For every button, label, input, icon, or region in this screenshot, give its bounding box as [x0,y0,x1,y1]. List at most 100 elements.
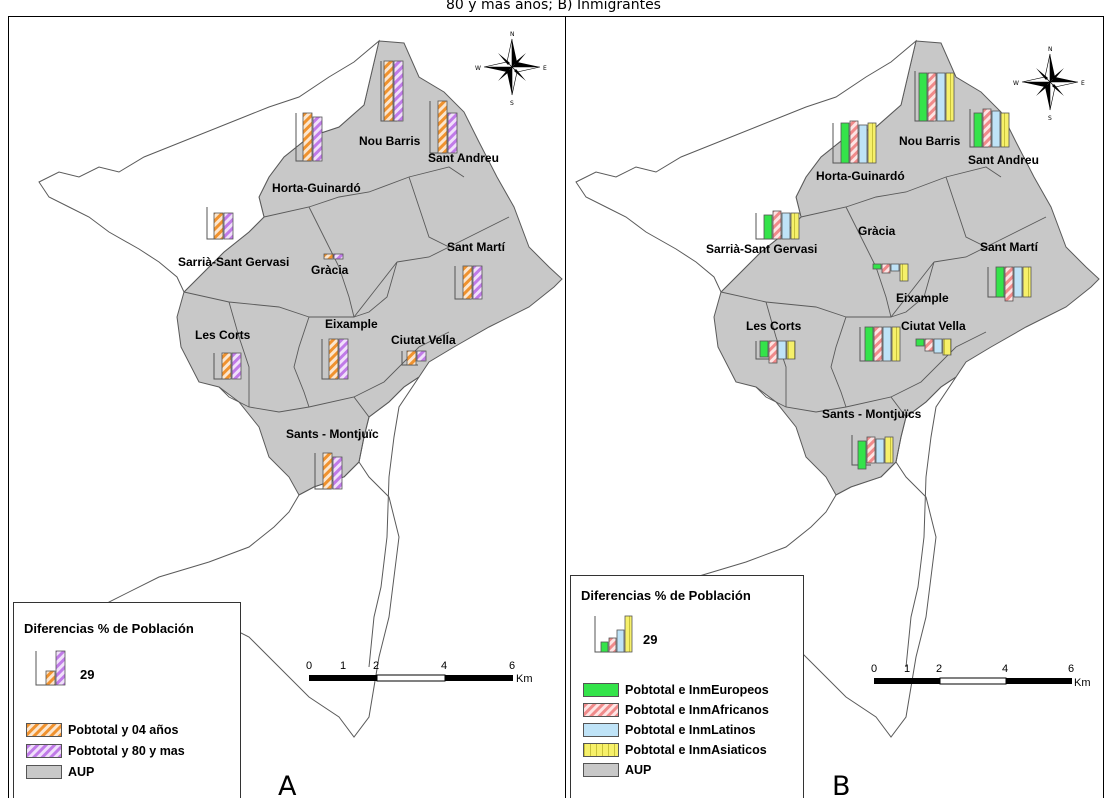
figure-caption: 80 y más años; B) Inmigrantes [446,0,661,13]
bar-chart-sant-andreu [969,108,1010,148]
district-label-sant-marti: Sant Martí [980,240,1039,254]
east-label: E [543,65,547,72]
bar-80-eixample [338,338,349,380]
bar-chart-ciutat-vella [401,350,427,366]
district-label-ciutat-vella: Ciutat Vella [901,319,966,333]
legend-label-aup: AUP [625,763,652,777]
bar-04-sants [322,452,333,490]
legend-item-04: Pobtotal y 04 años [26,721,178,739]
bar-chart-nou-barris [380,60,404,122]
bar-chart-sarria-sant-gervasi [206,207,234,240]
bar-04-sant-marti [462,265,473,300]
district-label-horta-guinardo: Horta-Guinardó [816,169,905,183]
bar-europeos-sants [857,440,867,470]
district-label-sant-andreu: Sant Andreu [968,153,1039,167]
bar-africanos-sarria [772,210,782,240]
legend-item-aup: AUP [583,761,651,779]
scale-tick-2: 2 [936,663,942,675]
bar-asiaticos-nou-barris [945,72,955,122]
bar-chart-sarria-sant-gervasi [755,210,800,240]
west-label: W [1013,80,1019,87]
east-label: E [1081,80,1085,87]
legend-label-europeos: Pobtotal e InmEuropeos [625,683,769,697]
district-label-nou-barris: Nou Barris [359,134,421,148]
district-label-sants-montjuic: Sants - Montjuïc [286,427,379,441]
scale-tick-2: 2 [373,660,379,672]
bar-asiaticos-sarria [790,212,800,240]
legend-label-80: Pobtotal y 80 y mas [68,744,185,758]
bar-africanos-les-corts [768,340,778,364]
legend-item-europeos: Pobtotal e InmEuropeos [583,681,769,699]
legend-label-aup: AUP [68,765,95,779]
bar-chart-gracia [323,253,344,260]
bar-04-nou-barris [383,60,394,122]
scale-tick-6: 6 [1068,663,1074,675]
bar-europeos-nou-barris [918,72,928,122]
legend: Diferencias % de Población 29 Pobtotal y… [13,602,241,798]
bar-04-eixample [328,338,339,380]
swatch-red-hatch [583,703,619,717]
bar-80-sant-andreu [447,112,458,154]
swatch-grey [583,763,619,777]
bar-europeos-sarria [763,214,773,240]
bar-africanos-nou-barris [927,72,937,122]
district-label-sant-marti: Sant Martí [447,240,506,254]
swatch-orange-hatch [26,723,62,737]
bar-latinos-nou-barris [936,72,946,122]
bar-04-gracia [323,253,334,260]
bar-africanos-sant-andreu [982,108,992,148]
bar-chart-sants-montjuics [851,435,894,470]
bar-chart-sant-marti [454,265,483,300]
bar-80-sarria [223,212,234,240]
bar-africanos-horta [849,120,859,164]
district-label-nou-barris: Nou Barris [899,134,961,148]
swatch-grey [26,765,62,779]
legend-sample-value: 29 [80,667,95,682]
district-label-sant-andreu: Sant Andreu [428,151,499,165]
bar-asiaticos-horta [867,122,877,164]
panel-letter-a: A [278,771,297,798]
scale-tick-4: 4 [1002,663,1008,675]
bar-europeos-ciutat-vella [915,338,925,347]
bar-asiaticos-ciutat-vella [942,338,952,356]
bar-asiaticos-eixample [891,326,901,362]
bar-04-ciutat-vella [406,350,417,366]
bar-04-horta-guinardo [302,112,313,162]
city-outline [38,39,563,738]
legend-sample-value: 29 [643,632,658,647]
bar-latinos-horta [858,124,868,164]
legend: Diferencias % de Población 29 Pobtotal e… [570,575,804,798]
legend-item-aup: AUP [26,763,94,781]
bar-africanos-sants [866,436,876,464]
bar-80-les-corts [231,352,242,380]
scale-bar: 0 1 2 4 6 Km [871,663,1091,689]
map-a: Nou Barris Sant Andreu Horta-Guinardó Sa… [38,31,563,738]
scale-tick-0: 0 [306,660,312,672]
legend-sample-bar-asiaticos [624,615,633,653]
bar-asiaticos-sant-andreu [1000,112,1010,148]
scale-bar: 0 1 2 4 6 Km [306,660,533,685]
legend-sample-bar-latinos [616,629,625,653]
legend-label-latinos: Pobtotal e InmLatinos [625,723,756,737]
legend-sample-bar-80 [55,650,66,686]
bar-europeos-eixample [864,326,874,362]
panel-b: Nou Barris Sant Andreu Horta-Guinardó Sa… [566,16,1104,798]
bar-chart-horta-guinardo [295,112,323,162]
bar-80-sant-marti [472,265,483,300]
north-arrow: N S E W [1013,46,1085,122]
bar-latinos-eixample [882,326,892,362]
bar-latinos-gracia [890,263,900,272]
bar-04-sant-andreu [437,100,448,154]
bar-africanos-eixample [873,326,883,362]
map-b: Nou Barris Sant Andreu Horta-Guinardó Sa… [575,39,1100,738]
north-label: N [510,31,515,38]
legend-title: Diferencias % de Población [581,588,751,603]
bar-chart-horta-guinardo [832,120,877,164]
bar-chart-sant-andreu [429,100,458,154]
bar-chart-sant-marti [987,266,1032,302]
south-label: S [1048,115,1052,122]
bar-europeos-sant-marti [995,266,1005,298]
bar-80-horta-guinardo [312,116,323,162]
legend-item-africanos: Pobtotal e InmAfricanos [583,701,769,719]
district-label-les-corts: Les Corts [195,328,251,342]
